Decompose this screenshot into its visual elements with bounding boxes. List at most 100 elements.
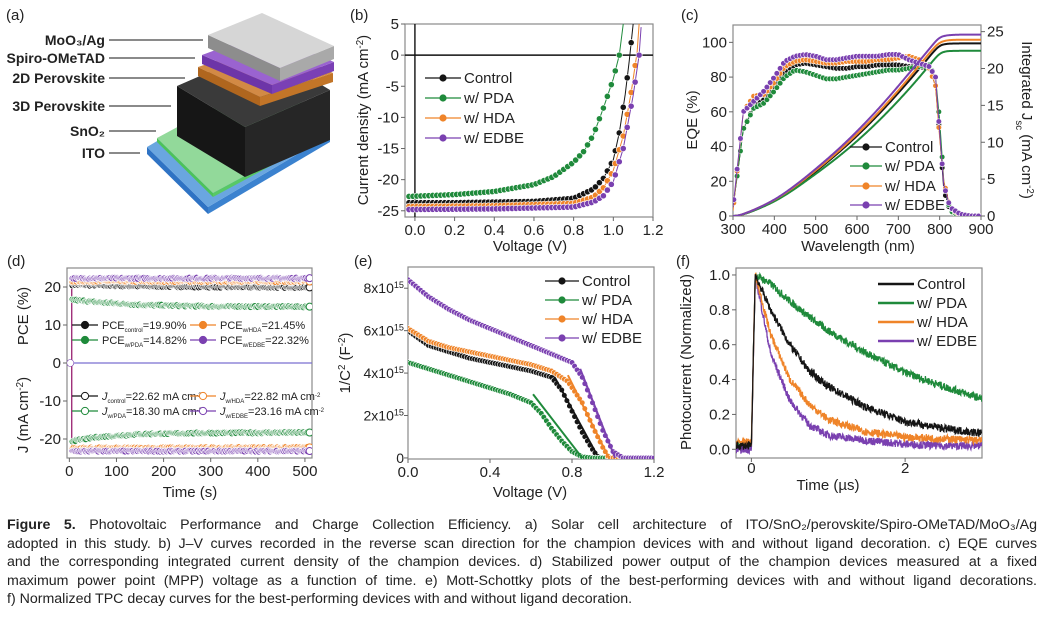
eqe-point bbox=[929, 68, 936, 75]
data-point bbox=[603, 92, 611, 100]
legend-value: =14.82% bbox=[143, 335, 187, 347]
legend-label: w/ HDA bbox=[581, 311, 633, 328]
moo3-ag-layer-right-face bbox=[280, 46, 334, 81]
y-axis-title-j-part: ) bbox=[15, 377, 32, 382]
data-point bbox=[607, 180, 615, 188]
legend-marker bbox=[862, 162, 870, 170]
y-tick-label: 20 bbox=[710, 173, 727, 190]
legend-marker bbox=[439, 134, 447, 142]
legend-subscript: w/HDA bbox=[225, 399, 246, 405]
legend-label: Control bbox=[582, 273, 630, 290]
y-tick-label: 0 bbox=[391, 47, 399, 64]
legend-subscript: control bbox=[108, 399, 126, 405]
x-tick-label: 200 bbox=[151, 463, 176, 480]
moo3-ag-layer bbox=[208, 13, 334, 81]
eqe-point bbox=[975, 212, 981, 216]
data-point bbox=[596, 115, 603, 123]
y2-axis-title-part: Integrated J bbox=[1018, 41, 1035, 120]
data-point bbox=[631, 78, 639, 86]
legend-value: =22.62 mA cm bbox=[126, 391, 197, 403]
chart-panel-c: (c)300 400 500 600 700 800 9000204060801000510… bbox=[681, 7, 1036, 255]
linear-fit-line bbox=[552, 374, 600, 459]
legend-marker bbox=[439, 94, 447, 102]
y-tick-label: 0 bbox=[53, 355, 61, 372]
plot-frame bbox=[404, 23, 654, 218]
eqe-point bbox=[733, 196, 737, 203]
eqe-point bbox=[767, 79, 774, 86]
eqe-point bbox=[763, 96, 770, 103]
chart-panel-e: (e)0.0 0.4 0.8 1.202x10154x10156x10158x1015… bbox=[337, 253, 665, 501]
data-point bbox=[615, 51, 623, 59]
legend-marker bbox=[80, 391, 90, 401]
legend-marker bbox=[558, 296, 566, 304]
chart-panel-b: (b) 0.0 0.2 0.4 0.6 0.8 1.0 1.2 -25 -20 -15 -10 -5 0 5… bbox=[350, 7, 663, 255]
integrated-jsc-line bbox=[733, 49, 981, 216]
y2-tick-label: 0 bbox=[987, 208, 995, 225]
x-axis-title: Voltage (V) bbox=[493, 238, 567, 255]
x-tick-label: 0.8 bbox=[562, 464, 583, 481]
eqe-point bbox=[770, 88, 777, 96]
data-point bbox=[580, 148, 587, 156]
legend-marker bbox=[198, 335, 208, 345]
ito-layer-left-face bbox=[147, 147, 208, 214]
x-axis-title: Voltage (V) bbox=[493, 484, 567, 501]
x-tick-label: 500 bbox=[292, 463, 317, 480]
x-tick-label: 0.0 bbox=[404, 222, 425, 239]
x-tick-label: 1.2 bbox=[643, 222, 664, 239]
eqe-point bbox=[925, 63, 933, 70]
legend-subscript: control bbox=[125, 328, 143, 334]
legend-entry: Jw/PDA=18.30 mA cm-2 bbox=[101, 406, 203, 420]
data-point bbox=[627, 89, 635, 96]
y-tick-label: 4x1015 bbox=[364, 365, 404, 381]
eqe-point bbox=[743, 118, 751, 125]
legend-marker bbox=[862, 201, 870, 209]
legend-label: PCE bbox=[102, 335, 125, 347]
x-tick-label: 0.8 bbox=[563, 222, 584, 239]
legend-label: Control bbox=[464, 70, 512, 87]
y-tick-label: 0.0 bbox=[709, 441, 730, 458]
eqe-point bbox=[942, 187, 949, 194]
eqe-point bbox=[773, 84, 780, 91]
y-tick-label: 0.8 bbox=[709, 302, 730, 319]
eqe-point bbox=[932, 73, 939, 81]
legend-entry: PCEw/PDA=14.82% bbox=[102, 335, 187, 349]
y-tick-label: 5 bbox=[391, 16, 399, 33]
y-axis-title-part: ) bbox=[355, 35, 372, 40]
plot-frame bbox=[735, 267, 983, 459]
legend-marker bbox=[198, 320, 208, 330]
integrated-jsc-line bbox=[733, 33, 981, 216]
y-tick-exponent: 15 bbox=[394, 323, 404, 333]
x-axis-title-part: Wavelength (nm) bbox=[801, 238, 915, 255]
y-tick-exponent: 15 bbox=[394, 280, 404, 290]
y-axis-title-j: J (mA cm-2) bbox=[15, 377, 33, 453]
caption-label: Figure 5. bbox=[7, 517, 76, 533]
data-point bbox=[623, 123, 631, 131]
decay-curve bbox=[736, 274, 982, 451]
legend-entry: PCEw/HDA=21.45% bbox=[220, 320, 305, 334]
perovskite-3d-layer-right-face bbox=[245, 90, 330, 177]
legend-marker bbox=[862, 143, 870, 151]
x-axis-title: Time (s) bbox=[163, 484, 217, 501]
x-tick-label: 900 bbox=[968, 221, 993, 238]
y-axis-title-part: Current density (mA cm bbox=[355, 48, 372, 205]
eqe-point bbox=[770, 75, 777, 82]
panel-label-a: (a) bbox=[6, 7, 24, 24]
end-marker bbox=[305, 428, 312, 437]
end-marker bbox=[305, 274, 312, 283]
y-axis-title-part: 1/C bbox=[337, 370, 354, 394]
y-axis-title-pce-part: PCE (%) bbox=[15, 287, 32, 345]
layer-label-3d-perovskite: 3D Perovskite bbox=[12, 98, 105, 114]
legend-value: =21.45% bbox=[261, 320, 305, 332]
perovskite-3d-layer-left-face bbox=[177, 86, 245, 177]
legend-label: w/ EDBE bbox=[884, 197, 945, 214]
legend-entry: Jw/HDA=22.82 mA cm-2 bbox=[219, 391, 321, 405]
data-point bbox=[588, 134, 595, 142]
y-tick-base: 4x10 bbox=[364, 365, 395, 381]
end-marker bbox=[305, 302, 312, 311]
legend-marker bbox=[439, 74, 447, 82]
linear-fit-line bbox=[579, 368, 616, 459]
legend-marker bbox=[80, 406, 90, 416]
y-axis-title-pce: PCE (%) bbox=[15, 287, 32, 345]
y2-axis-title-part: (mA cm bbox=[1018, 130, 1035, 185]
plot-area bbox=[733, 33, 981, 216]
